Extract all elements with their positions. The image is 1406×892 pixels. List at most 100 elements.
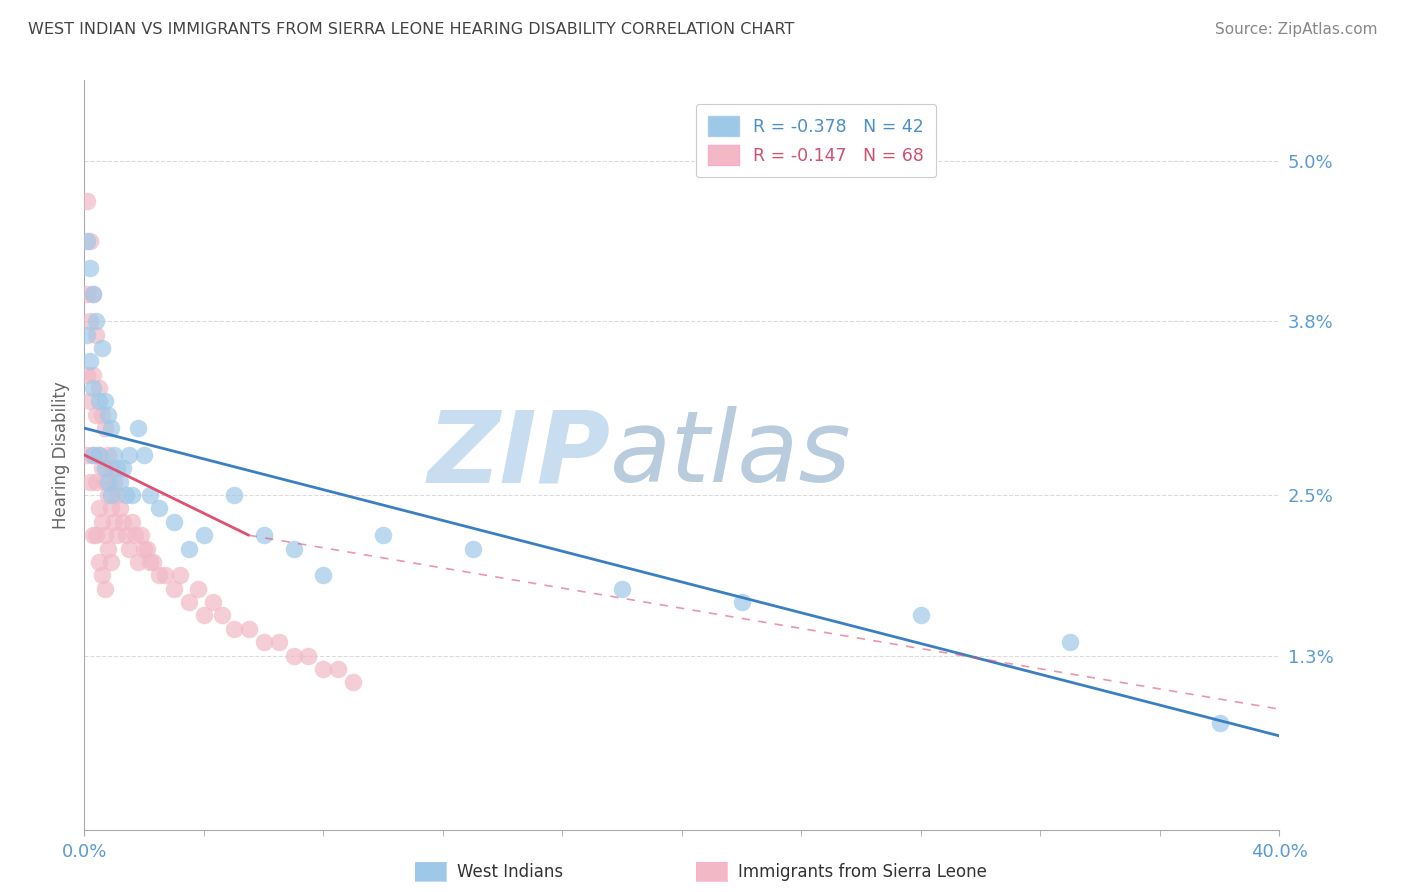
Point (97, 541, 120, 556)
Point (169, 568, 191, 582)
Point (94, 461, 117, 475)
Point (110, 501, 132, 516)
Point (103, 475, 125, 489)
Point (211, 608, 233, 623)
Point (201, 595, 224, 609)
Point (177, 541, 200, 556)
Point (193, 528, 215, 542)
Point (76, 287, 98, 301)
Point (82, 381, 104, 395)
Point (79, 394, 101, 409)
Point (91, 341, 114, 355)
Point (612, 582, 634, 596)
Point (100, 461, 122, 475)
Y-axis label: Hearing Disability: Hearing Disability (52, 381, 70, 529)
Point (82, 448, 104, 462)
Point (238, 622, 260, 636)
Point (112, 461, 135, 475)
Point (112, 515, 135, 529)
Point (283, 541, 305, 556)
Point (312, 568, 335, 582)
Text: WEST INDIAN VS IMMIGRANTS FROM SIERRA LEONE HEARING DISABILITY CORRELATION CHART: WEST INDIAN VS IMMIGRANTS FROM SIERRA LE… (28, 22, 794, 37)
Point (139, 555, 162, 569)
Text: Immigrants from Sierra Leone: Immigrants from Sierra Leone (738, 863, 987, 881)
Text: ZIP: ZIP (427, 407, 610, 503)
Point (139, 488, 162, 502)
Point (89, 381, 111, 395)
Point (76, 234, 98, 248)
Text: atlas: atlas (610, 407, 852, 503)
Point (121, 515, 143, 529)
Point (97, 475, 120, 489)
Point (132, 541, 156, 556)
Point (187, 582, 209, 596)
Point (253, 635, 276, 649)
Point (86, 475, 108, 489)
Point (148, 501, 170, 516)
Point (118, 448, 141, 462)
Point (89, 555, 111, 569)
Point (127, 555, 149, 569)
Point (148, 568, 170, 582)
Point (76, 368, 98, 382)
Point (297, 648, 319, 663)
Point (731, 595, 754, 609)
Point (105, 528, 128, 542)
Point (177, 595, 200, 609)
Point (89, 448, 111, 462)
Point (121, 488, 143, 502)
Point (82, 528, 104, 542)
Point (105, 461, 128, 475)
Point (76, 194, 98, 208)
Point (163, 515, 186, 529)
Point (283, 648, 305, 663)
Point (124, 528, 146, 542)
Point (136, 541, 159, 556)
Point (94, 394, 117, 409)
Point (193, 608, 215, 623)
Point (89, 448, 111, 462)
Point (267, 635, 290, 649)
Point (76, 448, 98, 462)
Point (328, 662, 350, 676)
Point (100, 501, 122, 516)
Point (79, 314, 101, 328)
Point (103, 515, 125, 529)
Text: West Indians: West Indians (457, 863, 562, 881)
Point (86, 528, 108, 542)
Point (79, 260, 101, 275)
Point (100, 421, 122, 435)
Point (312, 662, 335, 676)
Point (79, 475, 101, 489)
Point (89, 501, 111, 516)
Point (76, 327, 98, 342)
Point (79, 354, 101, 368)
Point (82, 287, 104, 301)
Point (110, 475, 132, 489)
Point (89, 394, 111, 409)
Point (100, 488, 122, 502)
Point (94, 528, 117, 542)
Point (97, 488, 120, 502)
Point (100, 555, 122, 569)
Legend: R = -0.378   N = 42, R = -0.147   N = 68: R = -0.378 N = 42, R = -0.147 N = 68 (696, 104, 936, 177)
Point (94, 475, 117, 489)
Point (97, 448, 120, 462)
Point (91, 408, 114, 422)
Point (910, 608, 932, 623)
Point (1209, 715, 1232, 730)
Point (105, 488, 128, 502)
Point (222, 622, 245, 636)
Point (91, 461, 114, 475)
Point (82, 287, 104, 301)
Point (82, 448, 104, 462)
Point (163, 582, 186, 596)
Point (115, 528, 138, 542)
Point (142, 555, 165, 569)
Point (86, 408, 108, 422)
Point (86, 314, 108, 328)
Text: Source: ZipAtlas.com: Source: ZipAtlas.com (1215, 22, 1378, 37)
Point (94, 421, 117, 435)
Point (373, 528, 395, 542)
Point (82, 368, 104, 382)
